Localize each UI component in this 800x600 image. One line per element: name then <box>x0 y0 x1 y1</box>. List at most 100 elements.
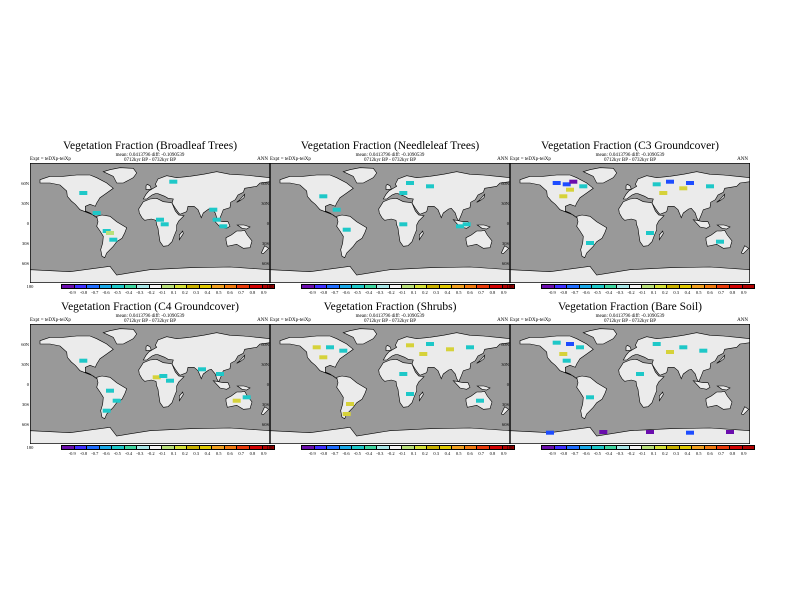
landmass <box>30 426 270 444</box>
anomaly-cell <box>332 207 341 212</box>
lat-label: 0 <box>266 220 269 226</box>
landmass <box>692 380 711 390</box>
anomaly-cell <box>559 194 568 199</box>
colorbar-swatch <box>427 285 440 288</box>
colorbar-label: -0.1 <box>398 290 406 295</box>
colorbar-label: -0.8 <box>319 451 328 456</box>
anomaly-cell <box>566 187 574 192</box>
panel-season: ANN <box>737 157 748 162</box>
landmass <box>236 193 246 203</box>
colorbar-label: -0.7 <box>331 290 339 295</box>
colorbar-label: 0.5 <box>215 290 222 295</box>
colorbar-label: 0.2 <box>662 290 668 295</box>
panel-season: ANN <box>737 318 748 323</box>
landmass <box>419 391 424 402</box>
colorbar-label: 0.3 <box>673 451 679 456</box>
colorbar-label: 0.8 <box>489 451 496 456</box>
colorbar-swatch <box>742 285 755 288</box>
colorbar-swatch <box>629 285 643 288</box>
colorbar-swatch <box>339 446 353 449</box>
colorbar-swatch <box>327 446 340 449</box>
anomaly-cell <box>686 430 694 435</box>
landmass <box>476 354 486 364</box>
colorbar-label: -0.2 <box>627 290 635 295</box>
landmass <box>225 229 253 249</box>
colorbar-label: -0.5 <box>593 451 601 456</box>
colorbar-label: -0.4 <box>365 290 373 295</box>
map-frame <box>30 324 270 444</box>
lat-label: 30S <box>261 240 269 246</box>
colorbar-swatch <box>554 285 568 288</box>
anomaly-cell <box>399 372 408 376</box>
landmass <box>659 230 664 241</box>
colorbar-label: -0.4 <box>605 290 613 295</box>
colorbar-swatches <box>301 284 515 289</box>
colorbar-swatch <box>389 285 403 288</box>
anomaly-cell <box>216 372 224 376</box>
colorbar-label: -0.9 <box>308 290 316 295</box>
colorbar-swatch <box>704 285 718 288</box>
world-map <box>270 324 510 444</box>
colorbar-label: -0.5 <box>593 290 601 295</box>
colorbar-label: -0.6 <box>582 451 590 456</box>
colorbar-swatch <box>692 446 705 449</box>
colorbar-label: 0.4 <box>204 451 211 456</box>
panel-season: ANN <box>257 157 268 162</box>
colorbar-swatch <box>439 285 453 288</box>
colorbar-swatch <box>224 285 238 288</box>
panel-period: 0712kyr BP - 0732kyr BP <box>363 158 417 163</box>
panel-stats: mean: 0.0413796 diff: -0.1090539 <box>595 153 665 158</box>
colorbar-swatch <box>427 446 440 449</box>
anomaly-cell <box>552 340 561 345</box>
anomaly-cell <box>546 430 554 435</box>
colorbar-swatch <box>489 285 503 288</box>
colorbar-label: 0.6 <box>467 451 473 456</box>
panel-stats: mean: 0.0413796 diff: -0.1090539 <box>355 153 425 158</box>
colorbar-label: 0.7 <box>238 290 245 295</box>
panel-stats: mean: 0.0413796 diff: -0.1090539 <box>355 314 425 319</box>
landmass <box>385 183 392 191</box>
colorbar-swatch <box>162 285 175 288</box>
anomaly-cell <box>456 224 464 229</box>
colorbar-swatch <box>339 285 353 288</box>
colorbar-swatch <box>579 285 593 288</box>
map-panel-6: Vegetation Fraction (Bare Soil) mean: 0.0… <box>501 301 753 461</box>
panel-expt: Expt = teDXp-teiXp <box>270 157 311 162</box>
colorbar-swatch <box>477 446 490 449</box>
landmass <box>145 344 152 352</box>
colorbar-swatch <box>439 446 453 449</box>
panel-stats: mean: 0.0413796 diff: -0.1090539 <box>115 153 185 158</box>
anomaly-cell <box>209 207 218 212</box>
colorbar-swatch <box>137 285 150 288</box>
colorbar-label: 0.9 <box>260 290 267 295</box>
colorbar-swatch <box>704 446 718 449</box>
landmass <box>419 230 424 241</box>
colorbar-swatch <box>262 285 275 288</box>
anomaly-cell <box>406 181 414 185</box>
anomaly-cell <box>426 342 434 346</box>
lat-label: 0 <box>506 220 509 226</box>
colorbar-label: -0.4 <box>605 451 613 456</box>
colorbar-label: 0.3 <box>673 290 679 295</box>
colorbar-swatch <box>489 446 503 449</box>
colorbar-swatch <box>452 285 465 288</box>
colorbar-swatch <box>542 446 555 449</box>
panel-stats: mean: 0.0413796 diff: -0.1090539 <box>115 314 185 319</box>
lon-label: 180 <box>506 445 514 450</box>
map-frame <box>30 163 270 283</box>
anomaly-cell <box>559 352 568 356</box>
colorbar-label: -0.8 <box>79 451 88 456</box>
colorbar-swatch <box>542 285 555 288</box>
lat-label: 60S <box>501 260 509 266</box>
colorbar-label: 0.9 <box>740 451 747 456</box>
anomaly-cell <box>79 358 88 363</box>
colorbar-label: -0.9 <box>308 451 316 456</box>
colorbar-swatch <box>604 446 618 449</box>
landmass <box>342 328 378 345</box>
colorbar-swatch <box>174 285 188 288</box>
colorbar-label: 0.1 <box>410 290 417 295</box>
anomaly-cell <box>659 191 668 195</box>
anomaly-cell <box>586 241 594 245</box>
anomaly-cell <box>666 179 674 184</box>
panel-season: ANN <box>497 318 508 323</box>
